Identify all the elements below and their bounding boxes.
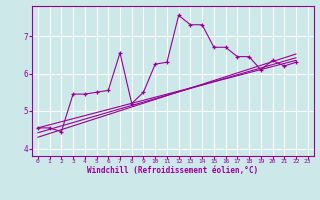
X-axis label: Windchill (Refroidissement éolien,°C): Windchill (Refroidissement éolien,°C) xyxy=(87,166,258,175)
